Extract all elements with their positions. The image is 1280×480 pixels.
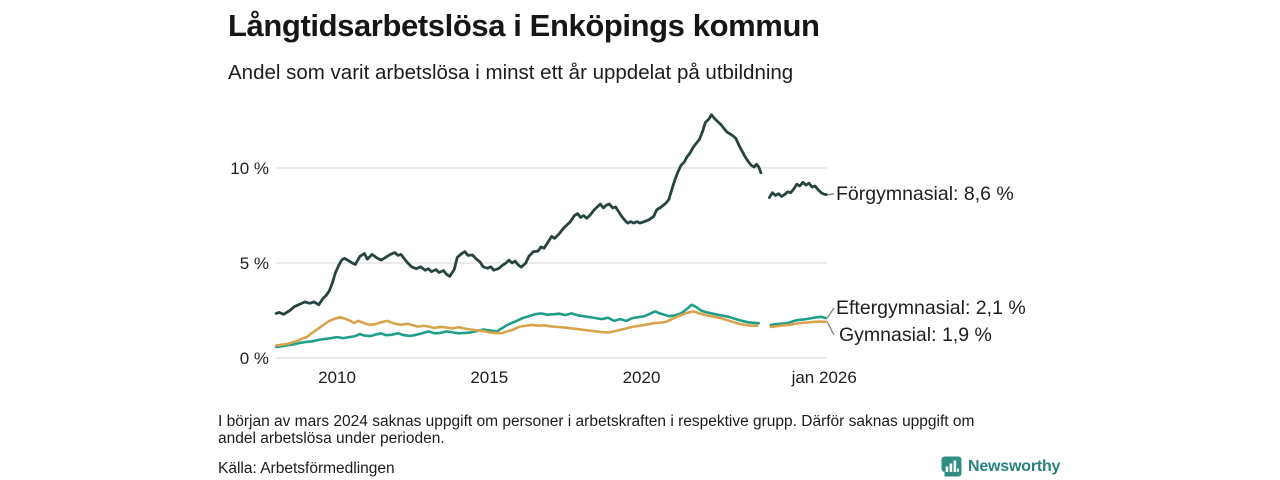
y-tick-10: 10 % [230,159,269,178]
page-title: Långtidsarbetslösa i Enköpings kommun [228,8,820,43]
y-tick-5: 5 % [240,254,269,273]
footnote-line-1: I början av mars 2024 saknas uppgift om … [218,413,975,430]
gridlines [276,167,827,359]
series-line-förgymnasial-seg1 [768,180,828,199]
footnote: I början av mars 2024 saknas uppgift om … [218,413,1058,447]
series-line-gymnasial-seg0 [274,310,759,347]
source-note: Källa: Arbetsförmedlingen [218,460,395,477]
label-connector-förgymnasial [827,193,835,196]
series-line-eftergymnasial-seg1 [769,315,828,327]
series-line-gymnasial-seg1 [769,320,828,329]
brand-lockup: Newsworthy [941,456,1060,477]
brand-name: Newsworthy [968,457,1061,475]
series-line-förgymnasial-seg0 [274,113,763,316]
x-tick-2015: 2015 [470,368,508,387]
series-label-gymnasial: Gymnasial: 1,9 % [839,324,992,346]
series-label-eftergymnasial: Eftergymnasial: 2,1 % [836,297,1026,319]
label-connector-eftergymnasial [826,307,835,319]
label-connector-gymnasial [826,321,835,336]
y-tick-0: 0 % [240,349,269,368]
chart-series [274,113,828,349]
series-label-forgymnasial: Förgymnasial: 8,6 % [836,183,1014,205]
x-tick-2020: 2020 [623,368,661,387]
series-line-eftergymnasial-seg0 [274,303,761,349]
newsworthy-logo-icon [941,456,962,477]
x-tick-2010: 2010 [318,368,356,387]
chart-subtitle: Andel som varit arbetslösa i minst ett å… [228,61,794,84]
footnote-line-2: andel arbetslösa under perioden. [218,430,445,447]
axis-tick-labels: 0 % 5 % 10 % 2010 2015 2020 jan 2026 [230,159,857,387]
series-end-labels: Förgymnasial: 8,6 % Eftergymnasial: 2,1 … [826,183,1026,346]
x-tick-jan-2026: jan 2026 [791,368,857,387]
